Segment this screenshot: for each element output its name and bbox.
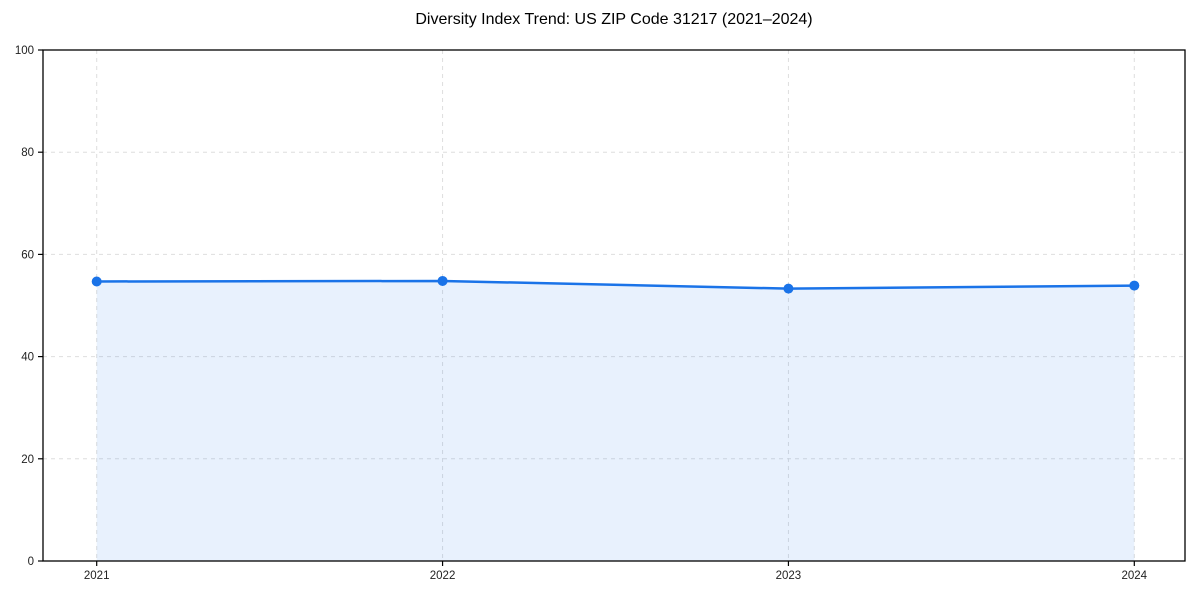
x-tick-label: 2022 — [430, 570, 456, 582]
data-point-2022 — [437, 275, 448, 286]
x-tick-label: 2023 — [776, 570, 802, 582]
data-point-2024 — [1129, 280, 1140, 291]
x-tick-label: 2024 — [1122, 570, 1148, 582]
area-fill — [96, 280, 1135, 561]
y-tick-label: 0 — [28, 556, 34, 568]
trend-line — [95, 279, 1136, 290]
y-tick-label: 100 — [15, 45, 34, 57]
y-tick-label: 80 — [21, 147, 34, 159]
y-tick-label: 60 — [21, 249, 34, 261]
y-tick-label: 40 — [21, 352, 34, 364]
x-tick-label: 2021 — [84, 570, 110, 582]
data-point-2021 — [91, 276, 102, 287]
chart-title: Diversity Index Trend: US ZIP Code 31217… — [415, 11, 813, 28]
plot-border — [42, 49, 1186, 562]
y-tick-label: 20 — [21, 454, 34, 466]
data-point-2023 — [783, 283, 794, 294]
